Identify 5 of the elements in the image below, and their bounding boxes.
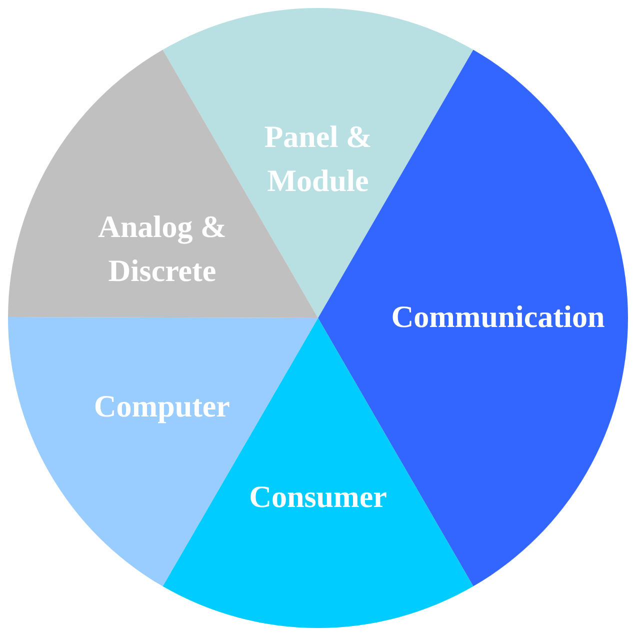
slice-label: Communication bbox=[391, 299, 605, 334]
slice-label: Consumer bbox=[249, 479, 388, 514]
slice-label: Analog & Discrete bbox=[98, 208, 226, 288]
slice-label: Panel & Module bbox=[264, 119, 372, 198]
slice-label: Computer bbox=[94, 388, 230, 424]
